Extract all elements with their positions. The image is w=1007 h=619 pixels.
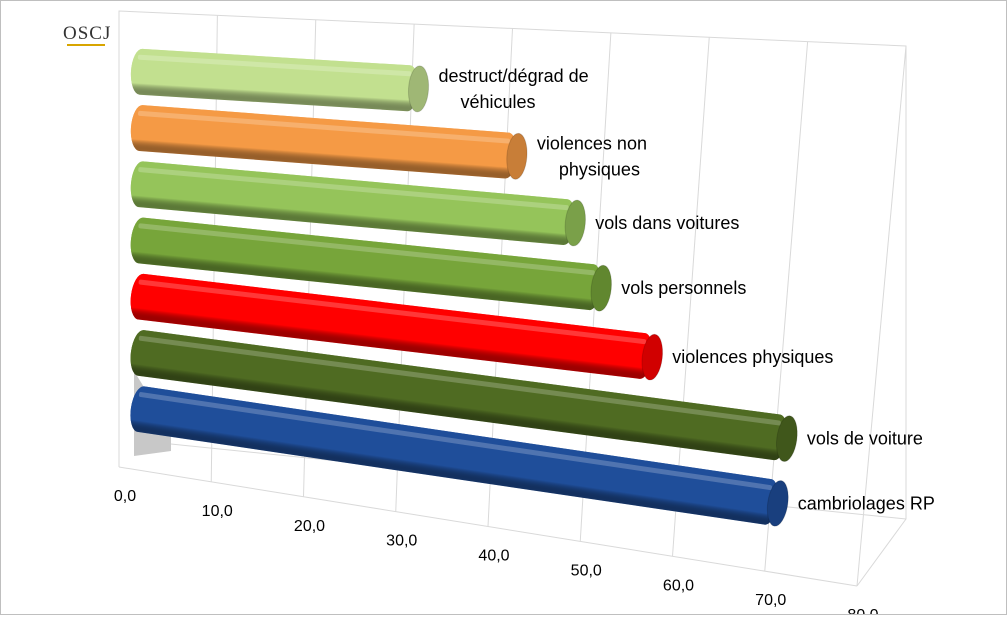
x-tick-label: 80,0 xyxy=(847,607,878,614)
bar-shading xyxy=(130,161,576,246)
bar-cap xyxy=(775,415,798,462)
bar-cap-shade xyxy=(408,65,429,112)
category-labels: cambriolages RP vols de voiture violences … xyxy=(439,66,935,513)
bar xyxy=(130,48,430,113)
bar-shading xyxy=(130,386,779,525)
category-label: violences non physiques xyxy=(537,133,647,179)
x-tick-label: 0,0 xyxy=(114,488,136,505)
category-label: vols personnels xyxy=(621,278,746,298)
bars xyxy=(130,48,798,527)
x-axis-ticks: 0,0 10,0 20,0 30,0 40,0 50,0 60,0 70,0 80,0 xyxy=(114,488,879,619)
bar-highlight xyxy=(137,54,412,77)
bar-cap-shade xyxy=(591,265,612,312)
oscj-logo: OSCJ xyxy=(63,23,112,44)
bar-highlight xyxy=(138,167,569,211)
bar-shading xyxy=(130,48,419,112)
x-tick-label: 10,0 xyxy=(202,503,233,520)
bar-shading xyxy=(130,217,602,311)
bar-highlight xyxy=(138,223,595,276)
bar-highlight xyxy=(138,279,647,345)
bar-shading xyxy=(130,273,653,379)
x-tick-label: 20,0 xyxy=(294,518,325,535)
bar xyxy=(130,386,789,527)
bar-shading xyxy=(130,105,518,179)
bar xyxy=(130,217,612,312)
x-tick-label: 50,0 xyxy=(571,562,602,579)
bar-cap-shade xyxy=(767,480,789,527)
bar-highlight xyxy=(138,392,773,491)
gridline xyxy=(856,45,907,587)
category-label: violences physiques xyxy=(672,347,833,367)
bar-cap-shade xyxy=(776,415,798,462)
bar-highlight xyxy=(138,110,511,144)
x-tick-label: 70,0 xyxy=(755,592,786,609)
category-label: cambriolages RP xyxy=(798,493,935,513)
bar-cap xyxy=(407,65,430,113)
bar-cap xyxy=(641,333,664,381)
category-label: vols de voiture xyxy=(807,429,923,449)
x-tick-label: 60,0 xyxy=(663,577,694,594)
category-label: destruct/dégrad de véhicules xyxy=(439,66,589,112)
bar-cap-shade xyxy=(506,133,528,180)
bar-cap xyxy=(766,480,789,527)
logo-underline xyxy=(67,44,105,46)
bar-cap-shade xyxy=(641,334,663,381)
bar-cap xyxy=(506,132,528,180)
bar xyxy=(130,273,664,381)
bar-cap xyxy=(564,199,586,247)
x-tick-label: 30,0 xyxy=(386,533,417,550)
bar xyxy=(130,161,586,247)
bar-shading xyxy=(130,330,788,461)
bar xyxy=(130,330,798,462)
bar xyxy=(130,105,528,180)
bar-cap xyxy=(590,264,612,312)
category-label: vols dans voitures xyxy=(595,213,739,233)
bar-highlight xyxy=(138,335,781,426)
bar-cap-shade xyxy=(565,200,586,246)
x-tick-label: 40,0 xyxy=(478,548,509,565)
